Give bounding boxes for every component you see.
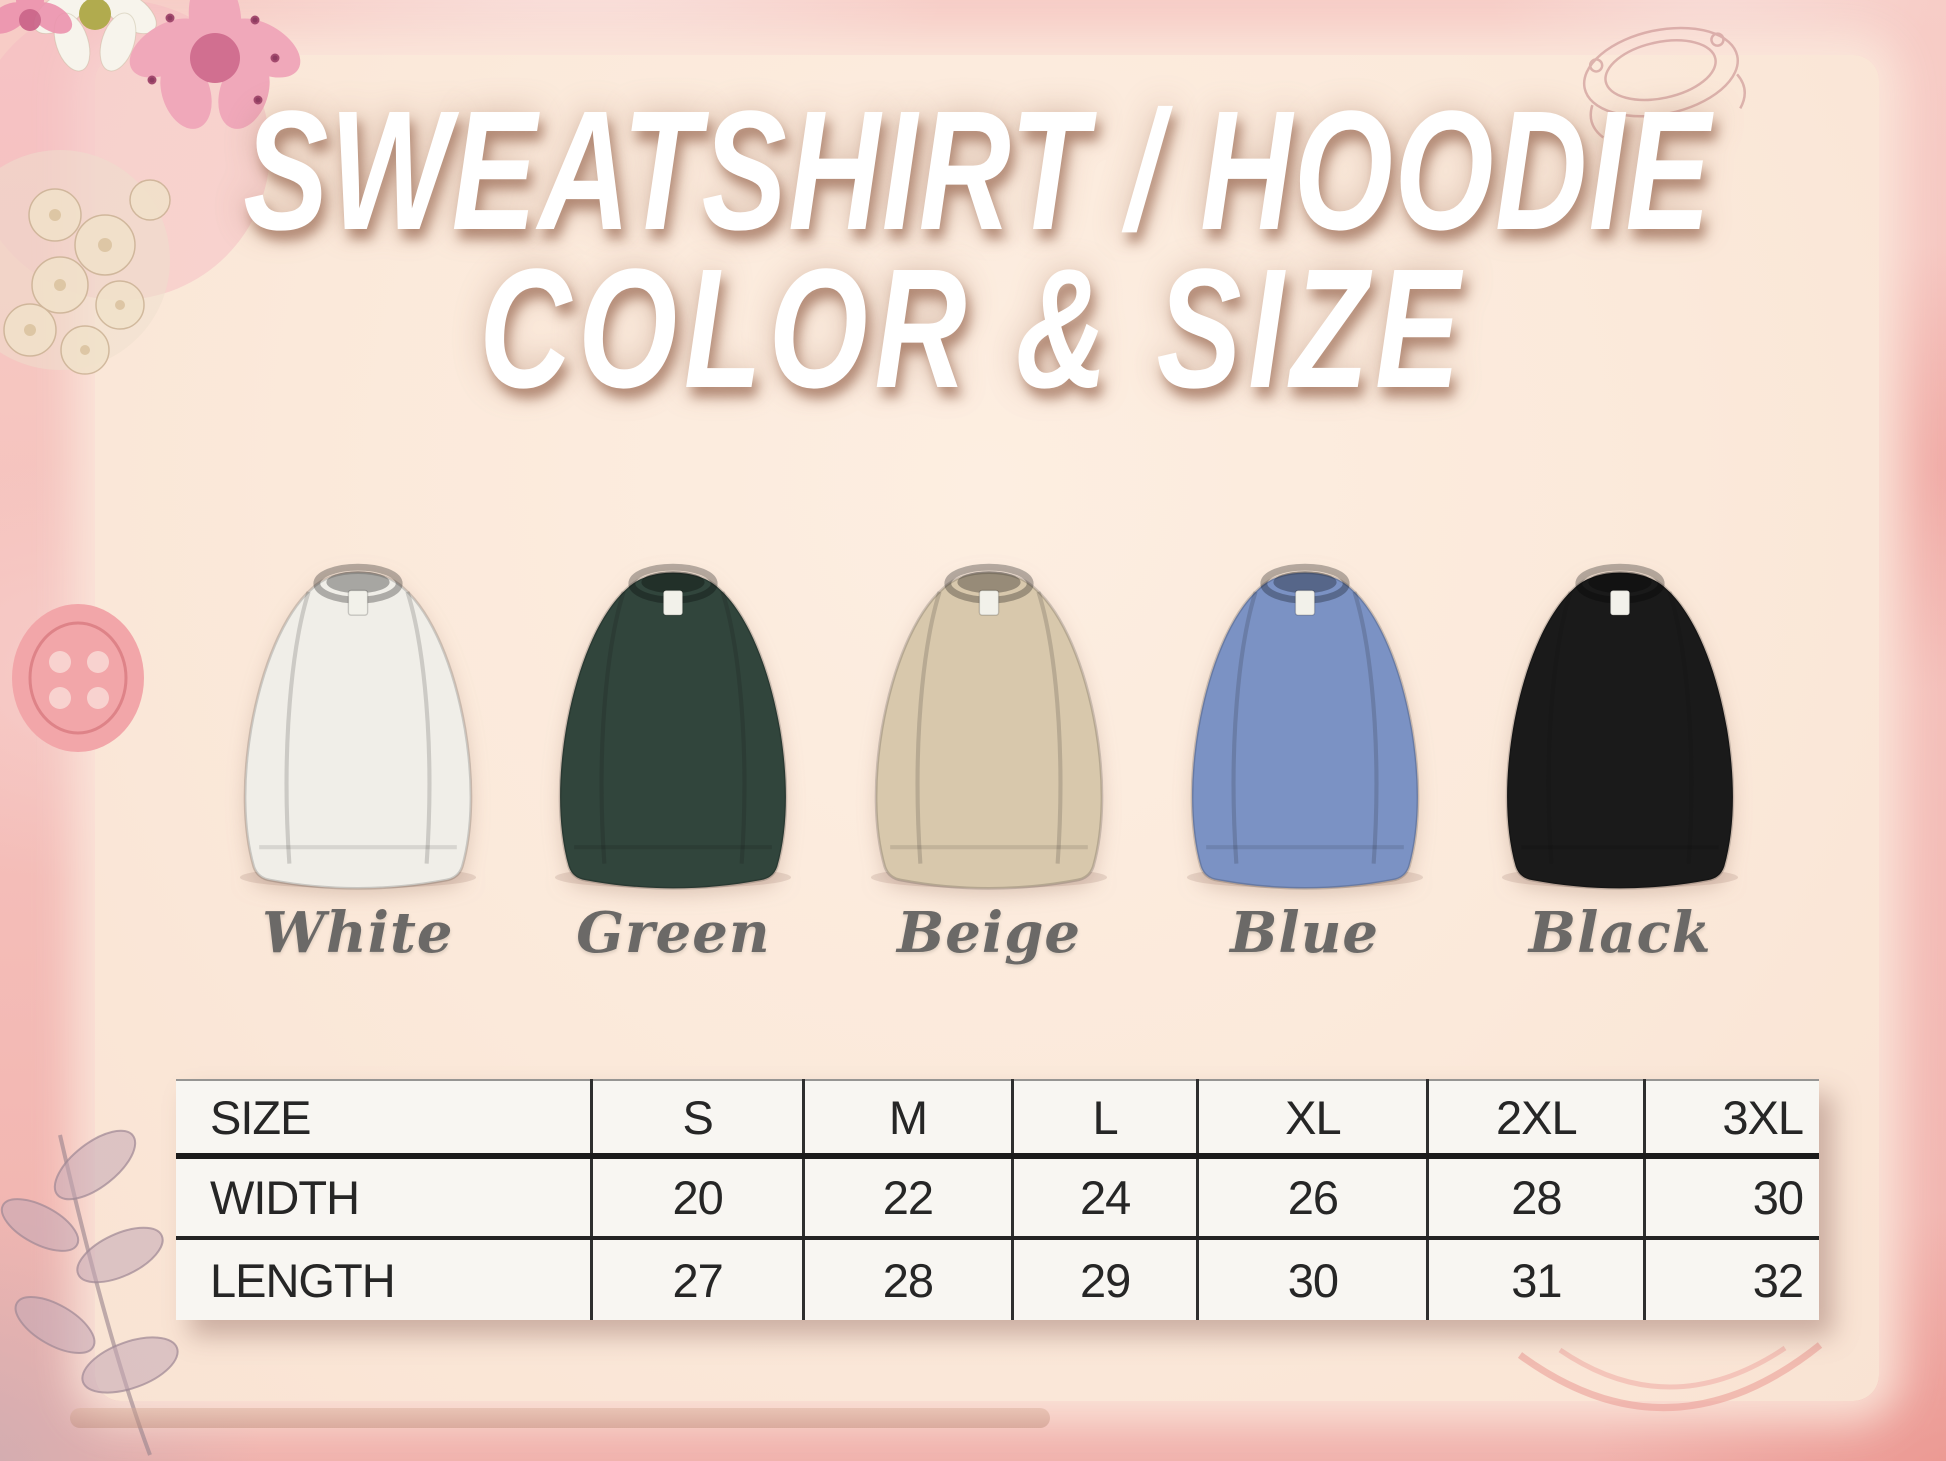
sweatshirt-white-image (207, 552, 509, 898)
header-cell-xl: XL (1196, 1080, 1428, 1159)
header-cell-size: SIZE (176, 1080, 592, 1159)
header-cell-l: L (1010, 1080, 1198, 1159)
header-cell-m: M (802, 1080, 1013, 1159)
row-label-length: LENGTH (210, 1253, 396, 1307)
color-options-row: White Green Beige Blue Black (200, 552, 1778, 982)
table-header-row: SIZE S M L XL 2XL 3XL (176, 1080, 1819, 1159)
length-value-l: 29 (1010, 1238, 1198, 1320)
color-option-beige: Beige (831, 552, 1147, 982)
sweatshirt-green-image (522, 552, 824, 898)
length-value-xl: 30 (1196, 1238, 1428, 1320)
width-value-m: 22 (802, 1156, 1013, 1240)
table-row-length: LENGTH 27 28 29 30 31 32 (176, 1238, 1819, 1320)
color-label-black: Black (1528, 900, 1712, 966)
header-cell-3xl: 3XL (1643, 1080, 1819, 1159)
header-cell-2xl: 2XL (1426, 1080, 1645, 1159)
color-option-white: White (200, 552, 516, 982)
color-option-blue: Blue (1147, 552, 1463, 982)
size-chart-table: SIZE S M L XL 2XL 3XL WIDTH 20 22 24 26 … (176, 1079, 1819, 1320)
width-value-3xl: 30 (1643, 1156, 1819, 1240)
sweatshirt-blue-image (1154, 552, 1456, 898)
color-option-green: Green (516, 552, 832, 982)
poster-title: SWEATSHIRT / HOODIE COLOR & SIZE (0, 76, 1946, 425)
sweatshirt-black-image (1469, 552, 1771, 898)
color-label-blue: Blue (1230, 900, 1380, 966)
color-label-green: Green (576, 900, 771, 966)
pink-flower-icon (129, 0, 301, 129)
width-value-2xl: 28 (1426, 1156, 1645, 1240)
button-icon (12, 604, 144, 752)
title-line-2: COLOR & SIZE (479, 234, 1467, 425)
sweatshirt-beige-image (838, 552, 1140, 898)
length-value-m: 28 (802, 1238, 1013, 1320)
width-value-l: 24 (1010, 1156, 1198, 1240)
header-cell-s: S (590, 1080, 804, 1159)
leaf-branch-sketch (0, 1129, 179, 1456)
length-value-3xl: 32 (1643, 1238, 1819, 1320)
width-value-s: 20 (590, 1156, 804, 1240)
length-value-s: 27 (590, 1238, 804, 1320)
blossom-centers (24, 209, 125, 355)
small-pink-flower-icon (0, 0, 73, 34)
row-label-width: WIDTH (176, 1156, 592, 1240)
table-row-width: WIDTH 20 22 24 26 28 30 (176, 1156, 1819, 1240)
color-label-white: White (262, 900, 454, 966)
watercolor-arcs-decoration (1517, 1342, 1823, 1412)
flower-cluster-decoration (0, 0, 301, 375)
stick-decoration (70, 1408, 1050, 1428)
title-line-1: SWEATSHIRT / HOODIE (243, 76, 1713, 266)
color-option-black: Black (1462, 552, 1778, 982)
ring-sketch-icon (1582, 26, 1746, 139)
length-value-2xl: 31 (1426, 1238, 1645, 1320)
width-value-xl: 26 (1196, 1156, 1428, 1240)
color-label-beige: Beige (896, 900, 1081, 966)
